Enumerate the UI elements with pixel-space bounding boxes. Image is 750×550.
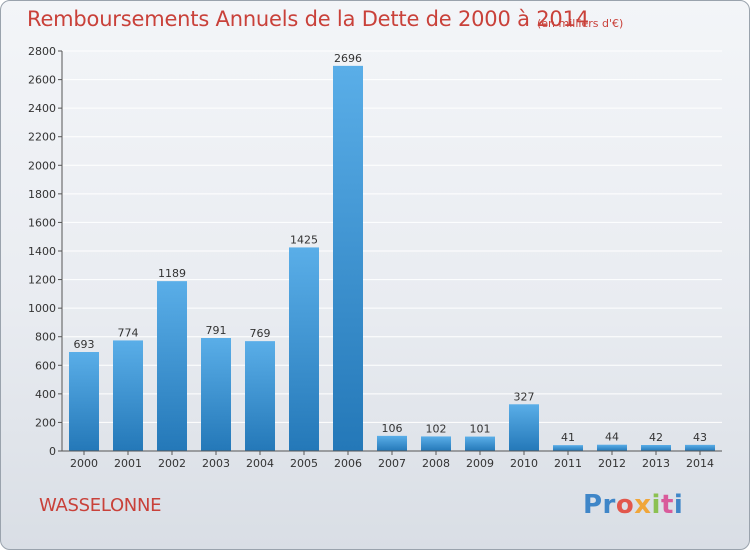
x-tick-label: 2006	[334, 457, 362, 470]
logo-part: i	[673, 490, 684, 520]
y-tick-label: 1400	[28, 245, 56, 258]
bars	[69, 65, 715, 451]
bar[interactable]	[377, 435, 407, 451]
value-label: 327	[514, 390, 535, 403]
x-tick-label: 2004	[246, 457, 274, 470]
logo-part: i	[651, 490, 661, 520]
y-tick-label: 1000	[28, 302, 56, 315]
logo-part: Pr	[583, 490, 616, 520]
value-label: 41	[561, 431, 575, 444]
value-label: 1189	[158, 267, 186, 280]
y-tick-label: 1200	[28, 274, 56, 287]
commune-name: WASSELONNE	[39, 495, 162, 516]
x-tick-label: 2003	[202, 457, 230, 470]
value-label: 102	[426, 422, 447, 435]
x-tick-label: 2012	[598, 457, 626, 470]
x-tick-label: 2002	[158, 457, 186, 470]
logo-part: x	[634, 490, 652, 520]
value-label: 42	[649, 431, 663, 444]
bar[interactable]	[157, 281, 187, 451]
x-tick-label: 2000	[70, 457, 98, 470]
x-tick-label: 2001	[114, 457, 142, 470]
value-label: 101	[470, 423, 491, 436]
bar[interactable]	[597, 444, 627, 451]
y-tick-label: 2600	[28, 74, 56, 87]
bar[interactable]	[641, 445, 671, 451]
y-tick-label: 600	[35, 359, 56, 372]
bar[interactable]	[69, 352, 99, 451]
y-tick-label: 0	[49, 445, 56, 458]
logo-part: o	[615, 490, 635, 520]
chart-title: Remboursements Annuels de la Dette de 20…	[27, 7, 589, 31]
value-label: 769	[250, 327, 271, 340]
value-label: 44	[605, 431, 619, 444]
bar[interactable]	[465, 436, 495, 451]
value-label: 1425	[290, 233, 318, 246]
y-tick-label: 2000	[28, 159, 56, 172]
x-tick-label: 2005	[290, 457, 318, 470]
bar[interactable]	[113, 340, 143, 451]
bar[interactable]	[245, 341, 275, 451]
x-tick-label: 2007	[378, 457, 406, 470]
bar[interactable]	[553, 445, 583, 451]
bar[interactable]	[509, 404, 539, 451]
value-label: 693	[74, 338, 95, 351]
bar[interactable]	[201, 338, 231, 451]
y-tick-label: 800	[35, 331, 56, 344]
proxiti-logo[interactable]: Proxiti	[583, 490, 683, 520]
bar[interactable]	[289, 247, 319, 451]
logo-part: t	[660, 490, 674, 520]
y-tick-label: 2200	[28, 131, 56, 144]
y-tick-label: 200	[35, 416, 56, 429]
y-tick-label: 400	[35, 388, 56, 401]
bar[interactable]	[421, 436, 451, 451]
x-tick-label: 2010	[510, 457, 538, 470]
chart-unit: (en milliers d'€)	[537, 17, 624, 30]
value-label: 43	[693, 431, 707, 444]
x-tick-label: 2013	[642, 457, 670, 470]
value-label: 106	[382, 422, 403, 435]
axes: 0 200 400 600 800 1000 1200 1400 1600 1800 2000 220…	[28, 45, 722, 470]
value-labels: 693 774 1189 791 769 1425 2696 106 102 101 327 41 44…	[74, 52, 708, 444]
value-label: 791	[206, 324, 227, 337]
bar[interactable]	[333, 65, 363, 451]
x-tick-label: 2011	[554, 457, 582, 470]
y-tick-label: 2800	[28, 45, 56, 58]
y-tick-label: 2400	[28, 102, 56, 115]
x-tick-label: 2014	[686, 457, 714, 470]
x-tick-label: 2008	[422, 457, 450, 470]
value-label: 2696	[334, 52, 362, 65]
y-tick-label: 1600	[28, 216, 56, 229]
value-label: 774	[118, 326, 139, 339]
x-tick-label: 2009	[466, 457, 494, 470]
y-tick-label: 1800	[28, 188, 56, 201]
bar[interactable]	[685, 444, 715, 451]
